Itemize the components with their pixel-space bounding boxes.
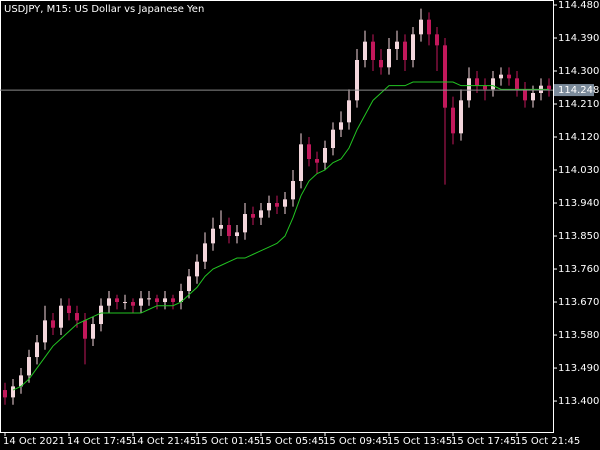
candle-body <box>35 342 39 358</box>
candle-body <box>171 298 175 303</box>
candle-body <box>395 41 399 49</box>
y-tick-label: 113.760 <box>558 264 599 275</box>
candle-body <box>379 59 383 68</box>
candle-body <box>515 78 519 90</box>
candle-body <box>323 148 327 163</box>
candle-body <box>203 243 207 262</box>
candle-body <box>507 74 511 79</box>
y-tick-label: 114.300 <box>558 66 599 77</box>
candle-body <box>139 298 143 306</box>
candle-body <box>187 276 191 292</box>
x-tick-label: 15 Oct 09:45 <box>323 436 388 447</box>
candle-body <box>11 386 15 398</box>
candle-body <box>443 45 447 108</box>
x-tick-label: 14 Oct 2021 <box>3 436 65 447</box>
candle-body <box>163 298 167 303</box>
y-tick-label: 114.210 <box>558 99 599 110</box>
x-tick-label: 15 Oct 17:45 <box>451 436 516 447</box>
y-tick-label: 114.480 <box>558 0 599 11</box>
y-tick-label: 113.400 <box>558 396 599 407</box>
candle-body <box>451 107 455 134</box>
candle-body <box>419 19 423 35</box>
candle-body <box>331 129 335 149</box>
candle-body <box>467 78 471 101</box>
candle-body <box>155 298 159 303</box>
candle-body <box>483 85 487 90</box>
candle-body <box>3 390 7 398</box>
candle-body <box>499 74 503 79</box>
candle-body <box>251 214 255 218</box>
candle-body <box>75 313 79 321</box>
candle-body <box>115 298 119 303</box>
candle-body <box>523 89 527 101</box>
candle-body <box>235 232 239 237</box>
candle-body <box>123 302 127 304</box>
candle-body <box>211 228 215 244</box>
candle-body <box>355 59 359 101</box>
candle-body <box>195 261 199 277</box>
candle-body <box>403 41 407 60</box>
candle-body <box>531 93 535 101</box>
candle-body <box>299 144 303 182</box>
candle-body <box>243 214 247 233</box>
chart-title: USDJPY, M15: US Dollar vs Japanese Yen <box>4 4 204 15</box>
y-tick-label: 113.670 <box>558 297 599 308</box>
y-tick-label: 113.490 <box>558 363 599 374</box>
candle-body <box>43 320 47 343</box>
candle-body <box>291 181 295 200</box>
candle-body <box>491 78 495 90</box>
y-tick-label: 114.390 <box>558 33 599 44</box>
y-tick-label: 113.940 <box>558 198 599 209</box>
candle-body <box>267 203 271 211</box>
candle-body <box>51 320 55 328</box>
y-tick-label: 113.580 <box>558 330 599 341</box>
x-tick-label: 15 Oct 21:45 <box>515 436 580 447</box>
candle-body <box>83 320 87 339</box>
x-tick-label: 15 Oct 13:45 <box>387 436 452 447</box>
candle-body <box>387 48 391 68</box>
candle-body <box>459 100 463 134</box>
candle-body <box>435 34 439 46</box>
current-price-box <box>554 84 594 97</box>
candle-body <box>307 144 311 160</box>
candle-body <box>59 305 63 328</box>
candle-body <box>339 122 343 130</box>
indicator-line <box>12 81 549 391</box>
candle-body <box>107 298 111 306</box>
candle-body <box>147 298 151 300</box>
current-price-label: 114.248 <box>558 85 599 96</box>
candle-body <box>363 41 367 60</box>
candle-body <box>283 199 287 207</box>
x-tick-label: 15 Oct 01:45 <box>195 436 260 447</box>
y-tick-label: 113.850 <box>558 231 599 242</box>
candle-body <box>99 305 103 325</box>
y-tick-label: 114.030 <box>558 165 599 176</box>
candle-body <box>67 305 71 314</box>
y-tick-label: 114.120 <box>558 132 599 143</box>
candle-body <box>427 19 431 35</box>
candle-body <box>315 159 319 163</box>
candle-body <box>27 357 31 376</box>
candle-body <box>219 225 223 229</box>
candle-body <box>19 375 23 387</box>
x-tick-label: 14 Oct 21:45 <box>131 436 196 447</box>
x-tick-label: 14 Oct 17:45 <box>67 436 132 447</box>
candle-body <box>371 41 375 60</box>
candle-body <box>347 100 351 123</box>
candle-body <box>179 291 183 303</box>
candle-body <box>259 210 263 218</box>
candle-body <box>411 34 415 60</box>
candle-body <box>91 324 95 339</box>
candle-body <box>131 302 135 306</box>
candle-body <box>227 225 231 237</box>
x-tick-label: 15 Oct 05:45 <box>259 436 324 447</box>
candle-body <box>547 85 551 90</box>
candle-body <box>475 78 479 86</box>
plot-frame <box>0 0 554 433</box>
candle-body <box>275 203 279 207</box>
